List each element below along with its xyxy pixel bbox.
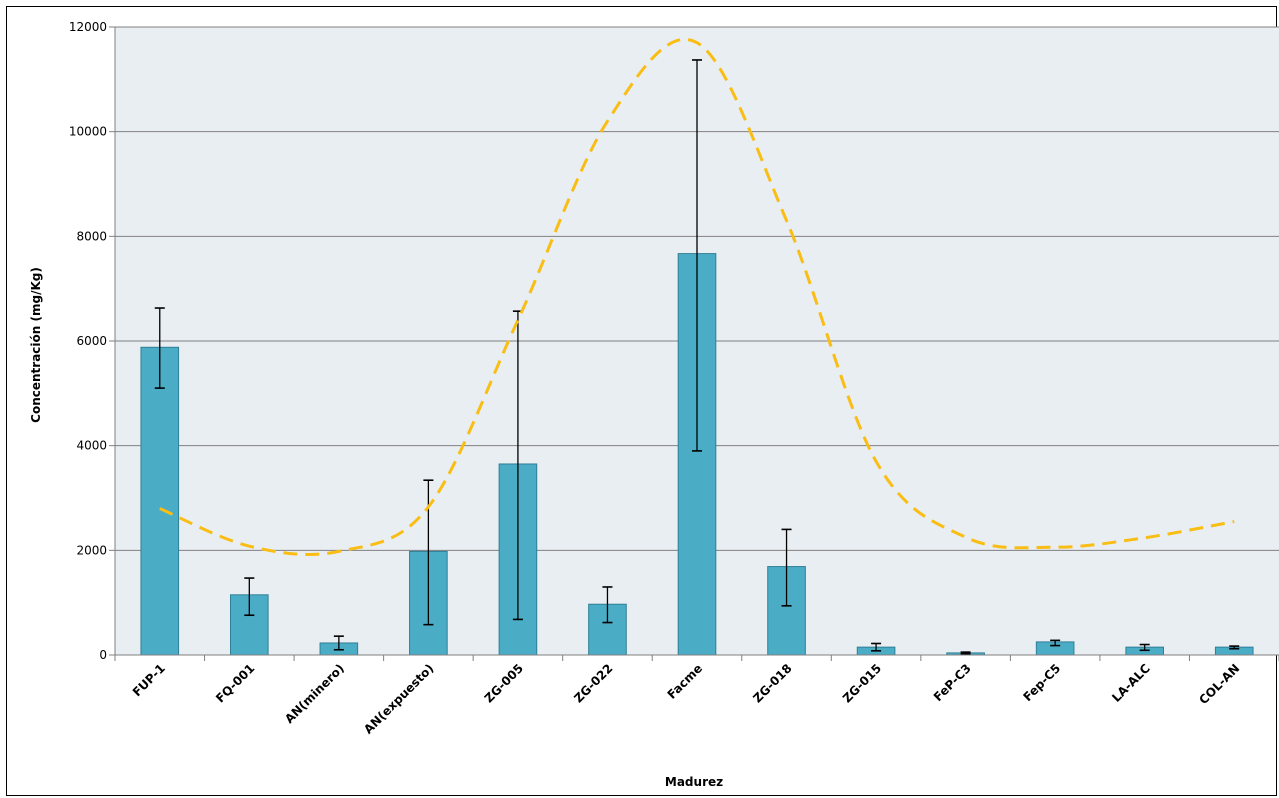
y-axis-title: Concentración (mg/Kg) bbox=[29, 267, 43, 423]
y-tick-label: 4000 bbox=[76, 439, 107, 453]
x-category-label: AN(expuesto) bbox=[361, 661, 436, 736]
y-tick-label: 8000 bbox=[76, 229, 107, 243]
y-axis-tick-labels: 0 2000 4000 6000 8000 10000 12000 bbox=[69, 20, 107, 662]
trend-line bbox=[159, 37, 1235, 556]
x-category-label: ZG-005 bbox=[482, 661, 526, 705]
x-category-label: COL-AN bbox=[1196, 661, 1242, 707]
x-category-label: ZG-015 bbox=[840, 661, 884, 705]
bar bbox=[140, 346, 180, 656]
y-tick-label: 2000 bbox=[76, 543, 107, 557]
y-tick-label: 0 bbox=[99, 648, 107, 662]
axes bbox=[109, 27, 1279, 661]
y-tick-label: 10000 bbox=[69, 125, 107, 139]
x-axis-category-labels: FUP-1 FQ-001 AN(minero) AN(expuesto) ZG-005 Z… bbox=[130, 661, 1243, 736]
x-category-label: LA-ALC bbox=[1109, 661, 1153, 705]
x-category-label: FQ-001 bbox=[213, 661, 257, 705]
x-category-label: FUP-1 bbox=[130, 661, 168, 699]
y-tick-label: 6000 bbox=[76, 334, 107, 348]
x-category-label: AN(minero) bbox=[282, 661, 347, 726]
x-axis-title: Madurez bbox=[665, 775, 723, 789]
x-category-label: Facme bbox=[665, 661, 706, 702]
error-bars bbox=[154, 59, 1240, 655]
x-category-label: Fep-C5 bbox=[1020, 661, 1063, 704]
y-tick-label: 12000 bbox=[69, 20, 107, 34]
x-category-label: ZG-018 bbox=[750, 661, 794, 705]
x-category-label: FeP-C3 bbox=[931, 661, 974, 704]
x-category-label: ZG-022 bbox=[571, 661, 615, 705]
